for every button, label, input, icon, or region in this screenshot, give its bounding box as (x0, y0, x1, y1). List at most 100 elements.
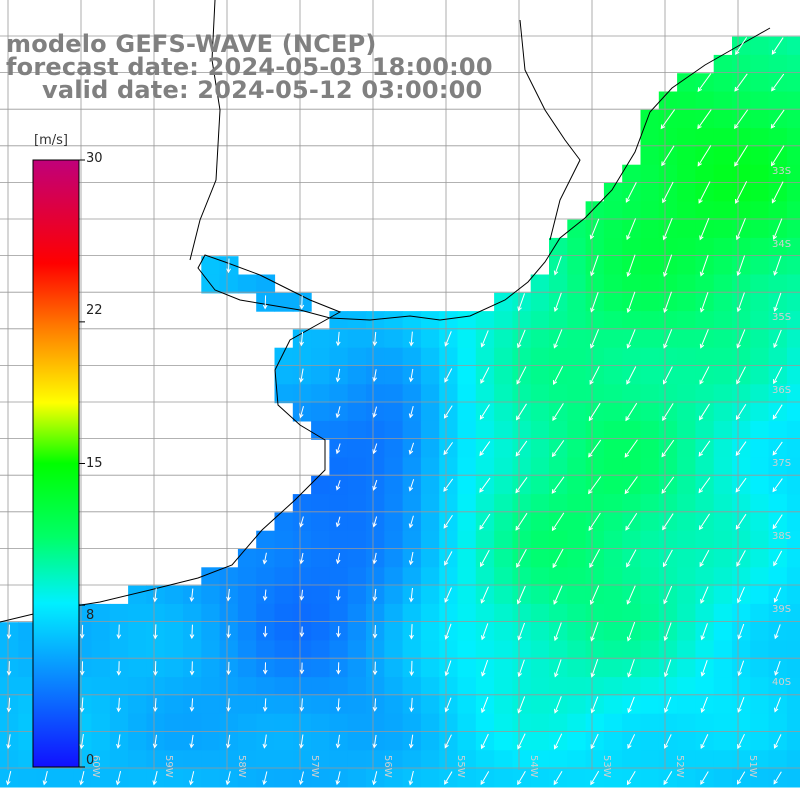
wind-arrow (734, 73, 748, 92)
wind-speed-cell (585, 237, 605, 257)
wind-speed-cell (677, 732, 696, 751)
wind-arrow (516, 366, 527, 385)
wind-arrow (699, 254, 709, 277)
wind-speed-cell (603, 732, 623, 751)
wind-speed-cell (750, 329, 770, 349)
model-title: modelo GEFS-WAVE (NCEP) (6, 30, 377, 58)
wind-arrow (625, 512, 638, 531)
wind-speed-cell (768, 164, 788, 184)
wind-speed-cell (640, 366, 660, 385)
wind-speed-cell (0, 750, 19, 770)
wind-arrow (554, 659, 562, 678)
wind-arrow (515, 512, 528, 531)
wind-arrow (372, 698, 378, 712)
wind-speed-cell (274, 732, 294, 751)
wind-speed-cell (384, 329, 404, 349)
wind-speed-cell (567, 750, 587, 770)
wind-speed-cell (420, 402, 440, 422)
wind-arrow (408, 734, 414, 749)
wind-speed-cell (494, 475, 513, 495)
wind-speed-cell (732, 201, 751, 221)
wind-speed-cell (622, 640, 642, 660)
wind-arrow (700, 659, 708, 677)
wind-arrow (735, 37, 748, 55)
latitude-label: 38S (772, 531, 791, 542)
wind-arrow (517, 696, 526, 714)
wind-arrow (553, 770, 563, 786)
wind-speed-cell (603, 219, 623, 239)
wind-speed-cell (640, 585, 660, 605)
wind-speed-cell (475, 603, 495, 623)
wind-arrow (735, 513, 747, 530)
wind-speed-cell (640, 457, 660, 477)
wind-arrow (590, 696, 599, 714)
wind-arrow (661, 476, 675, 494)
wind-speed-cell (384, 695, 404, 715)
wind-arrow (42, 771, 48, 786)
wind-speed-cell (475, 347, 495, 367)
wind-arrow (590, 329, 600, 349)
wind-speed-cell (695, 274, 715, 294)
wind-speed-cell (201, 603, 221, 623)
wind-speed-cell (567, 622, 587, 642)
wind-speed-cell (18, 640, 38, 660)
wind-arrow (152, 698, 158, 713)
wind-speed-cell (768, 494, 788, 513)
wind-speed-cell (384, 512, 404, 532)
wind-speed-cell (384, 475, 404, 495)
wind-speed-cell (237, 567, 257, 587)
wind-arrow (773, 734, 782, 749)
wind-speed-cell (677, 439, 696, 459)
wind-speed-cell (512, 530, 532, 550)
wind-speed-cell (329, 384, 349, 404)
wind-speed-cell (585, 201, 605, 221)
wind-speed-cell (128, 732, 147, 751)
wind-speed-cell (494, 329, 513, 349)
wind-speed-cell (91, 695, 111, 715)
wind-speed-cell (713, 73, 733, 93)
wind-speed-cell (457, 622, 477, 642)
wind-speed-cell (786, 366, 800, 385)
wind-speed-cell (750, 109, 770, 129)
wind-arrow (152, 588, 158, 603)
wind-speed-cell (677, 512, 696, 532)
wind-speed-cell (603, 347, 623, 367)
wind-arrow (372, 625, 378, 639)
wind-speed-cell (54, 768, 74, 788)
wind-speed-cell (713, 366, 733, 385)
wind-speed-cell (311, 549, 330, 568)
wind-speed-cell (457, 713, 477, 733)
wind-arrow (772, 478, 783, 493)
wind-speed-cell (384, 585, 404, 605)
wind-speed-cell (713, 640, 733, 660)
wind-speed-cell (311, 475, 330, 495)
wind-speed-cell (567, 768, 587, 788)
wind-speed-cell (256, 677, 276, 696)
wind-arrow (699, 366, 710, 385)
wind-arrow (262, 734, 268, 749)
wind-speed-cell (750, 183, 770, 202)
wind-speed-cell (128, 750, 147, 770)
wind-speed-cell (786, 183, 800, 202)
wind-speed-cell (695, 311, 715, 330)
wind-arrow (262, 662, 268, 675)
wind-speed-cell (347, 366, 367, 385)
wind-arrow (189, 698, 195, 712)
wind-speed-cell (402, 567, 422, 587)
wind-speed-cell (713, 237, 733, 257)
wind-speed-cell (732, 494, 751, 513)
wind-speed-cell (658, 201, 678, 221)
wind-speed-cell (512, 677, 532, 696)
wind-speed-cell (146, 640, 166, 660)
wind-speed-cell (677, 183, 696, 202)
wind-speed-cell (640, 347, 660, 367)
wind-speed-cell (347, 494, 367, 513)
wind-speed-cell (640, 512, 660, 532)
wind-speed-cell (768, 457, 788, 477)
wind-speed-cell (329, 640, 349, 660)
wind-speed-cell (420, 768, 440, 788)
wind-speed-cell (768, 713, 788, 733)
wind-speed-cell (347, 512, 367, 532)
wind-speed-cell (695, 457, 715, 477)
wind-arrow (79, 734, 85, 750)
